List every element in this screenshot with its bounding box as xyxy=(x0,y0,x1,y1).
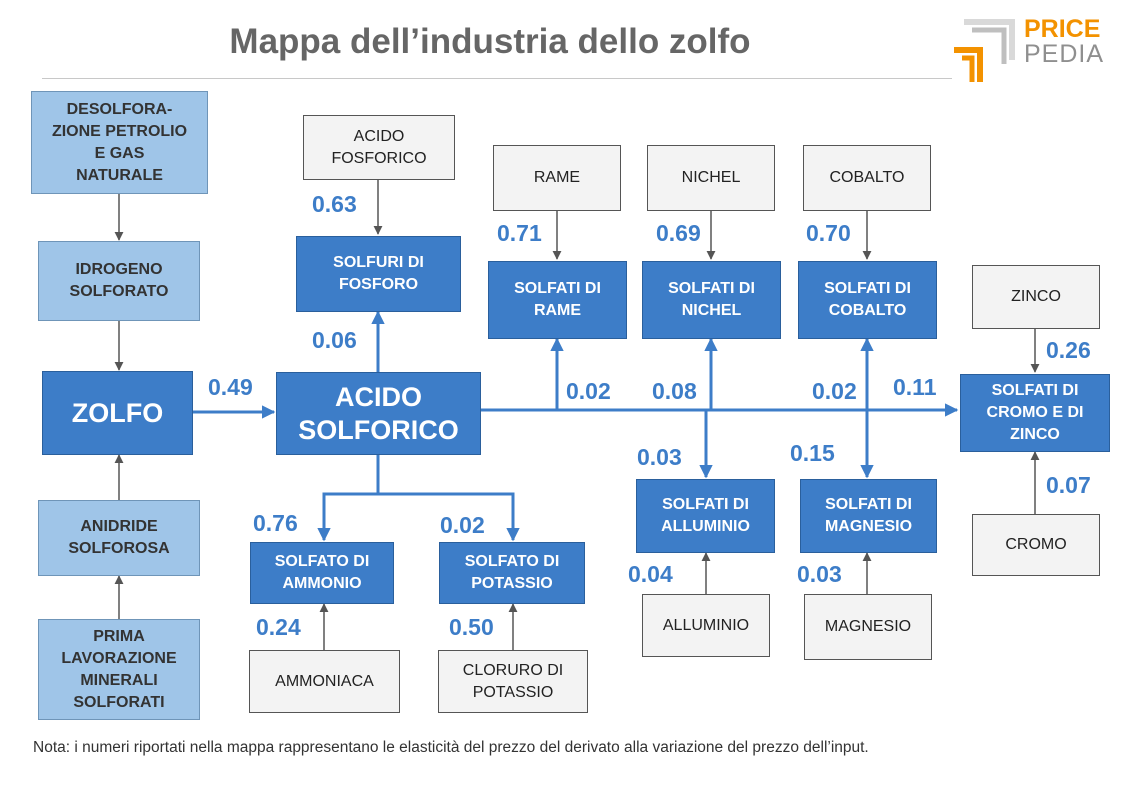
value-acido-rame: 0.02 xyxy=(566,378,611,404)
node-prima-lavorazione: PRIMA LAVORAZIONE MINERALI SOLFORATI xyxy=(38,619,200,720)
node-solfati-cromo-zinco: SOLFATI DI CROMO E DI ZINCO xyxy=(960,374,1110,452)
node-acido-solforico: ACIDO SOLFORICO xyxy=(276,372,481,455)
pricepedia-logo xyxy=(950,12,1110,87)
arrow-acido-ammonio xyxy=(317,455,380,542)
page-title: Mappa dell’industria dello zolfo xyxy=(229,22,751,61)
node-zolfo: ZOLFO xyxy=(42,371,193,455)
value-acido-potassio: 0.02 xyxy=(440,512,485,538)
node-nichel: NICHEL xyxy=(647,145,775,211)
value-cloruro: 0.50 xyxy=(449,614,494,640)
logo-pedia-text: PEDIA xyxy=(1024,40,1105,68)
node-solfato-potassio: SOLFATO DI POTASSIO xyxy=(439,542,585,604)
value-acido-ammonio: 0.76 xyxy=(253,510,298,536)
node-desolforazione: DESOLFORA- ZIONE PETROLIO E GAS NATURALE xyxy=(31,91,208,194)
value-acido-cobalto: 0.02 xyxy=(812,378,857,404)
value-cobalto: 0.70 xyxy=(806,220,851,246)
value-zinco: 0.26 xyxy=(1046,337,1091,363)
title-divider xyxy=(42,78,952,79)
node-solfati-magnesio: SOLFATI DI MAGNESIO xyxy=(800,479,937,553)
node-solfati-nichel: SOLFATI DI NICHEL xyxy=(642,261,781,339)
value-acido-alluminio: 0.03 xyxy=(637,444,682,470)
value-rame: 0.71 xyxy=(497,220,542,246)
node-alluminio: ALLUMINIO xyxy=(642,594,770,657)
node-anidride-solforosa: ANIDRIDE SOLFOROSA xyxy=(38,500,200,576)
value-fosforico-solfuri: 0.63 xyxy=(312,191,357,217)
node-idrogeno-solforato: IDROGENO SOLFORATO xyxy=(38,241,200,321)
node-acido-fosforico: ACIDO FOSFORICO xyxy=(303,115,455,180)
value-cromo: 0.07 xyxy=(1046,472,1091,498)
value-acido-cromo-zinco: 0.11 xyxy=(893,374,937,400)
value-acido-solfuri: 0.06 xyxy=(312,327,357,353)
node-cromo: CROMO xyxy=(972,514,1100,576)
node-solfati-rame: SOLFATI DI RAME xyxy=(488,261,627,339)
logo-price-text: PRICE xyxy=(1024,15,1101,43)
value-alluminio: 0.04 xyxy=(628,561,673,587)
value-acido-nichel: 0.08 xyxy=(652,378,697,404)
value-acido-magnesio: 0.15 xyxy=(790,440,835,466)
node-magnesio: MAGNESIO xyxy=(804,594,932,660)
node-cobalto: COBALTO xyxy=(803,145,931,211)
node-solfati-cobalto: SOLFATI DI COBALTO xyxy=(798,261,937,339)
value-nichel: 0.69 xyxy=(656,220,701,246)
arrow-acido-potassio xyxy=(378,492,520,542)
node-solfato-ammonio: SOLFATO DI AMMONIO xyxy=(250,542,394,604)
footnote: Nota: i numeri riportati nella mappa rap… xyxy=(33,739,869,756)
value-ammoniaca: 0.24 xyxy=(256,614,301,640)
node-ammoniaca: AMMONIACA xyxy=(249,650,400,713)
node-solfuri-fosforo: SOLFURI DI FOSFORO xyxy=(296,236,461,312)
node-zinco: ZINCO xyxy=(972,265,1100,329)
node-cloruro-potassio: CLORURO DI POTASSIO xyxy=(438,650,588,713)
node-rame: RAME xyxy=(493,145,621,211)
logo-mark-icon xyxy=(954,19,1015,82)
node-solfati-alluminio: SOLFATI DI ALLUMINIO xyxy=(636,479,775,553)
value-zolfo-acido: 0.49 xyxy=(208,374,253,400)
value-magnesio: 0.03 xyxy=(797,561,842,587)
